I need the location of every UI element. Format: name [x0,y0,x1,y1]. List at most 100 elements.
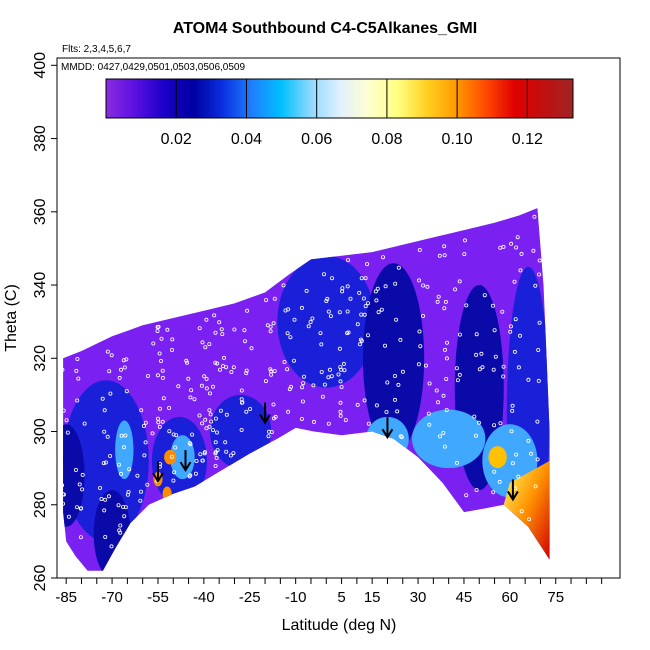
data-point [338,379,343,384]
data-point [248,406,253,411]
data-point [57,460,62,465]
data-point [158,358,163,363]
data-point [61,501,66,506]
heatmap-hotspot [488,446,507,469]
data-point [207,408,212,413]
data-point [210,384,215,389]
data-point [60,483,65,488]
data-point [436,400,441,405]
data-point [380,255,385,260]
data-point [138,489,143,494]
colorbar-tick-label: 0.12 [512,131,543,148]
data-point [102,429,107,434]
data-point [159,336,164,341]
y-tick-label: 260 [32,565,49,592]
data-point [416,362,421,367]
data-point [363,304,368,309]
data-point [213,440,218,445]
data-point [202,374,207,379]
data-point [319,369,324,374]
data-point [124,357,129,362]
data-point [512,349,517,354]
data-point [285,331,290,336]
data-point [519,509,524,514]
data-point [299,305,304,310]
data-point [199,383,204,388]
data-point [119,367,124,372]
data-point [155,416,160,421]
data-point [109,544,114,549]
data-point [434,388,439,393]
data-point [145,373,150,378]
data-point [207,391,212,396]
data-point [77,482,82,487]
y-tick-label: 380 [32,125,49,152]
data-point [508,329,513,334]
data-point [480,365,485,370]
data-point [442,347,447,352]
data-point [339,384,344,389]
data-point [200,458,205,463]
data-point [373,289,378,294]
data-point [249,346,254,351]
data-point [301,381,306,386]
data-point [157,406,162,411]
data-point [217,320,222,325]
data-point [106,494,111,499]
data-point [239,388,244,393]
data-point [219,327,224,332]
data-point [498,421,503,426]
x-tick-label: 15 [364,589,381,606]
x-axis-label: Latitude (deg N) [282,617,397,634]
x-tick-label: -70 [101,589,123,606]
data-point [171,432,176,437]
data-point [454,366,459,371]
data-point [170,337,175,342]
data-point [425,284,430,289]
data-point [396,382,401,387]
data-point [194,458,199,463]
data-point [435,299,440,304]
heatmap-region [93,490,131,571]
chart-subtitle-flights: Flts: 2,3,4,5,6,7 [62,44,131,55]
data-point [327,367,332,372]
data-point [213,416,218,421]
data-point [271,402,276,407]
x-tick-label: -40 [193,589,215,606]
data-point [55,447,60,452]
data-point [346,330,351,335]
data-point [437,253,442,258]
data-point [242,328,247,333]
data-point [155,373,160,378]
data-point [292,317,297,322]
data-point [61,408,66,413]
data-point [101,461,106,466]
data-point [536,378,541,383]
data-point [444,408,449,413]
data-point [365,333,370,338]
measurement-points [55,214,542,549]
data-point [509,241,514,246]
data-point [123,433,128,438]
data-point [119,433,124,438]
y-axis-label: Theta (C) [3,284,20,352]
data-point [165,327,170,332]
heatmap-hotspot [503,460,550,560]
data-point [365,301,370,306]
data-point [161,396,166,401]
data-point [232,327,237,332]
x-tick-label: -10 [285,589,307,606]
data-point [188,395,193,400]
data-point [533,283,538,288]
data-point [398,434,403,439]
data-point [326,375,331,380]
data-point [299,416,304,421]
tropopause-arrow [507,479,519,502]
data-point [266,434,271,439]
data-point [516,474,521,479]
data-point [491,367,496,372]
data-point [457,332,462,337]
data-point [135,473,140,478]
data-point [442,244,447,249]
data-point [242,339,247,344]
